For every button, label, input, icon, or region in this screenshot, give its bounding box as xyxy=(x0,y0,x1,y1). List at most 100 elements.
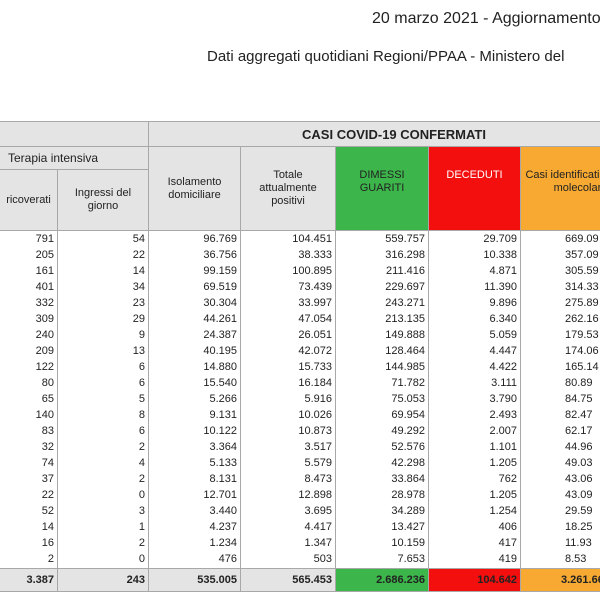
table-cell: 1 xyxy=(57,519,149,536)
table-cell: 229.697 xyxy=(335,279,429,296)
total-cell: 243 xyxy=(57,568,149,592)
table-cell: 9.896 xyxy=(428,295,521,312)
table-cell: 2 xyxy=(0,551,58,568)
table-cell: 96.769 xyxy=(148,231,241,248)
table-cell: 74 xyxy=(0,455,58,472)
table-cell: 1.205 xyxy=(428,487,521,504)
table-cell: 12.701 xyxy=(148,487,241,504)
table-cell: 5.266 xyxy=(148,391,241,408)
table-cell: 26.051 xyxy=(240,327,336,344)
table-cell: 406 xyxy=(428,519,521,536)
table-cell: 2.007 xyxy=(428,423,521,440)
table-cell: 1.205 xyxy=(428,455,521,472)
table-cell: 99.159 xyxy=(148,263,241,280)
table-cell: 49.292 xyxy=(335,423,429,440)
table-cell: 503 xyxy=(240,551,336,568)
table-cell: 14 xyxy=(0,519,58,536)
table-cell: 3.440 xyxy=(148,503,241,520)
table-cell: 62.17 xyxy=(520,423,600,440)
table-cell: 1.101 xyxy=(428,439,521,456)
table-cell: 38.333 xyxy=(240,247,336,264)
table-cell: 43.09 xyxy=(520,487,600,504)
table-cell: 10.026 xyxy=(240,407,336,424)
column-header: Totale attualmente positivi xyxy=(240,146,336,231)
total-cell: 2.686.236 xyxy=(335,568,429,592)
table-cell: 316.298 xyxy=(335,247,429,264)
table-cell: 3.517 xyxy=(240,439,336,456)
table-cell: 4.871 xyxy=(428,263,521,280)
table-cell: 12.898 xyxy=(240,487,336,504)
table-cell: 122 xyxy=(0,359,58,376)
table-cell: 3 xyxy=(57,503,149,520)
table-cell: 5 xyxy=(57,391,149,408)
table-cell: 1.234 xyxy=(148,535,241,552)
table-cell: 69.519 xyxy=(148,279,241,296)
table-cell: 2 xyxy=(57,439,149,456)
table-cell: 82.47 xyxy=(520,407,600,424)
table-cell: 275.89 xyxy=(520,295,600,312)
table-cell: 4.447 xyxy=(428,343,521,360)
table-cell: 5.916 xyxy=(240,391,336,408)
table-cell: 14.880 xyxy=(148,359,241,376)
table-cell: 401 xyxy=(0,279,58,296)
table-cell: 16 xyxy=(0,535,58,552)
table-cell: 44.261 xyxy=(148,311,241,328)
table-cell: 6 xyxy=(57,359,149,376)
table-cell: 16.184 xyxy=(240,375,336,392)
table-cell: 6 xyxy=(57,423,149,440)
table-cell: 71.782 xyxy=(335,375,429,392)
table-cell: 7.653 xyxy=(335,551,429,568)
table-cell: 140 xyxy=(0,407,58,424)
column-header: Isolamento domiciliare xyxy=(148,146,241,231)
table-cell: 32 xyxy=(0,439,58,456)
total-cell: 535.005 xyxy=(148,568,241,592)
table-cell: 13.427 xyxy=(335,519,429,536)
table-cell: 5.059 xyxy=(428,327,521,344)
table-cell: 11.390 xyxy=(428,279,521,296)
table-cell: 3.790 xyxy=(428,391,521,408)
table-cell: 34 xyxy=(57,279,149,296)
table-cell: 4.417 xyxy=(240,519,336,536)
table-cell: 161 xyxy=(0,263,58,280)
table-cell: 205 xyxy=(0,247,58,264)
table-cell: 559.757 xyxy=(335,231,429,248)
table-cell: 476 xyxy=(148,551,241,568)
table-cell: 6.340 xyxy=(428,311,521,328)
total-cell: 565.453 xyxy=(240,568,336,592)
table-cell: 100.895 xyxy=(240,263,336,280)
total-cell: 3.387 xyxy=(0,568,58,592)
table-cell: 419 xyxy=(428,551,521,568)
header-left xyxy=(0,121,149,147)
table-cell: 49.03 xyxy=(520,455,600,472)
table-cell: 4 xyxy=(57,455,149,472)
table-cell: 40.195 xyxy=(148,343,241,360)
table-cell: 262.16 xyxy=(520,311,600,328)
table-cell: 33.864 xyxy=(335,471,429,488)
table-cell: 80 xyxy=(0,375,58,392)
table-cell: 243.271 xyxy=(335,295,429,312)
table-cell: 3.695 xyxy=(240,503,336,520)
table-cell: 28.978 xyxy=(335,487,429,504)
table-cell: 52.576 xyxy=(335,439,429,456)
table-cell: 3.364 xyxy=(148,439,241,456)
total-cell: 104.642 xyxy=(428,568,521,592)
table-cell: 29.59 xyxy=(520,503,600,520)
table-cell: 14 xyxy=(57,263,149,280)
table-cell: 13 xyxy=(57,343,149,360)
table-cell: 30.304 xyxy=(148,295,241,312)
table-cell: 165.14 xyxy=(520,359,600,376)
table-cell: 5.133 xyxy=(148,455,241,472)
table-cell: 10.338 xyxy=(428,247,521,264)
table-cell: 18.25 xyxy=(520,519,600,536)
table-cell: 128.464 xyxy=(335,343,429,360)
table-cell: 1.254 xyxy=(428,503,521,520)
table-cell: 669.09 xyxy=(520,231,600,248)
table-cell: 69.954 xyxy=(335,407,429,424)
table-cell: 52 xyxy=(0,503,58,520)
table-cell: 84.75 xyxy=(520,391,600,408)
table-cell: 332 xyxy=(0,295,58,312)
table-cell: 309 xyxy=(0,311,58,328)
column-header: Ingressi del giorno xyxy=(57,169,149,231)
table-cell: 15.733 xyxy=(240,359,336,376)
